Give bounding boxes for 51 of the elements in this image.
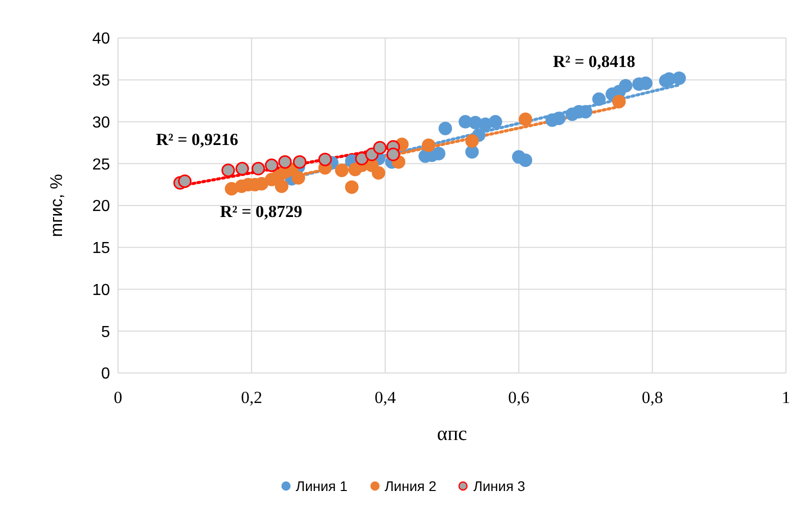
point [372, 166, 386, 180]
point [292, 155, 306, 169]
y-tick-label: 40 [92, 30, 110, 48]
y-tick-label: 30 [92, 114, 110, 132]
point [292, 171, 306, 185]
point [438, 122, 452, 136]
point [552, 112, 566, 126]
point [465, 145, 479, 159]
y-axis-title: mгис, % [47, 174, 66, 237]
point [252, 162, 266, 176]
point [518, 154, 532, 168]
point [465, 134, 479, 148]
point [592, 92, 606, 106]
y-tick-label: 20 [92, 198, 110, 216]
point [618, 78, 632, 92]
point [335, 164, 349, 178]
y-tick-label: 35 [92, 72, 110, 90]
point [518, 112, 532, 126]
point [612, 94, 626, 108]
legend-label: Линия 1 [296, 478, 348, 494]
annotation: R² = 0,9216 [156, 130, 238, 150]
annotation: R² = 0,8729 [220, 202, 302, 222]
point [422, 138, 436, 152]
y-tick-label: 0 [101, 366, 110, 383]
x-tick-label: 0,4 [374, 388, 396, 408]
legend-label: Линия 2 [384, 478, 436, 494]
point [318, 152, 332, 166]
x-tick-label: 1 [782, 388, 790, 408]
point [264, 158, 278, 172]
point [274, 179, 288, 193]
y-tick-label: 15 [92, 240, 110, 258]
x-tick-label: 0,2 [240, 388, 262, 408]
point [373, 140, 387, 154]
x-axis-title: αпс [436, 423, 468, 445]
point [221, 164, 235, 178]
x-tick-label: 0 [114, 388, 122, 408]
y-tick-label: 25 [92, 156, 110, 174]
annotation: R² = 0,8418 [553, 52, 636, 72]
y-tick-label: 5 [101, 324, 110, 341]
point [178, 174, 192, 188]
point [236, 162, 249, 176]
point [345, 180, 359, 194]
x-tick-label: 0,8 [642, 388, 664, 408]
point [672, 71, 686, 85]
point [355, 152, 369, 166]
point [488, 115, 502, 128]
point [386, 148, 400, 162]
legend-label: Линия 3 [473, 478, 526, 494]
y-tick-label: 10 [92, 282, 110, 299]
point [278, 155, 292, 169]
x-tick-label: 0,6 [508, 388, 530, 408]
